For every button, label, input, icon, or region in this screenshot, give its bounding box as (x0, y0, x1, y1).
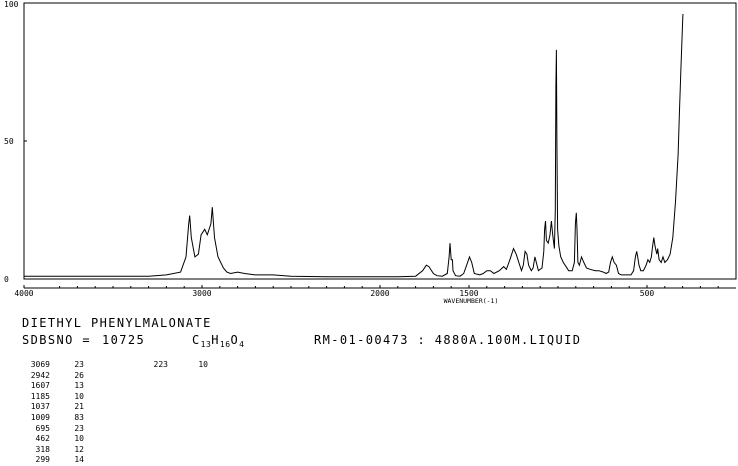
peak-transmittance: 10 (198, 360, 208, 369)
peak-wavenumber: 318 (35, 444, 50, 454)
peak-row: 695 23 (22, 424, 222, 435)
peak-wavenumber: 1185 (30, 391, 50, 401)
formula-c: C (192, 333, 201, 347)
peak-table: 3069 23 223 10 2942 26 1607 13 1185 10 1037 21 1009 8… (22, 360, 222, 466)
peak-transmittance: 10 (74, 434, 84, 444)
compound-name: DIETHYL PHENYLMALONATE (22, 316, 212, 330)
ir-spectrum-chart: 4000 3000 2000 1500 500 0 50 100 WAVENUMBER(-1) (4, 0, 737, 305)
peak-row: 3069 23 223 10 (22, 360, 222, 371)
plot-frame (23, 2, 737, 280)
formula-c-count: 13 (200, 340, 212, 349)
peak-wavenumber: 2942 (30, 370, 50, 380)
y-tick-label: 100 (4, 0, 19, 9)
x-tick-label: 500 (640, 289, 655, 298)
peak-row: 1607 13 (22, 381, 222, 392)
peak-row: 2942 26 (22, 371, 222, 382)
x-tick-label: 2000 (370, 289, 389, 298)
peak-transmittance: 10 (74, 391, 84, 401)
peak-wavenumber: 1607 (30, 381, 50, 391)
x-tick-label: 4000 (14, 289, 33, 298)
chart-axes (23, 2, 737, 289)
formula-h-count: 16 (219, 340, 231, 349)
peak-wavenumber: 695 (35, 423, 50, 433)
compound-info-line: SDBSNO = 10725 C13H16O4 RM-01-00473 : 48… (22, 333, 722, 349)
peak-row: 1009 83 (22, 413, 222, 424)
formula-h: H (211, 333, 220, 347)
peak-transmittance: 12 (74, 444, 84, 454)
x-tick-label: 1500 (459, 289, 478, 298)
peak-transmittance: 21 (74, 402, 84, 412)
peak-transmittance: 83 (74, 412, 84, 422)
peak-transmittance: 26 (74, 370, 84, 380)
peak-wavenumber: 1009 (30, 412, 50, 422)
chart-tick-labels: 4000 3000 2000 1500 500 0 50 100 (4, 0, 654, 298)
peak-row: 462 10 (22, 434, 222, 445)
sdbsno-label: SDBSNO = (22, 333, 91, 347)
peak-row: 318 12 (22, 445, 222, 456)
peak-transmittance: 13 (74, 381, 84, 391)
molecular-formula: C13H16O4 (192, 333, 244, 349)
sdbsno-value: 10725 (102, 333, 146, 347)
peak-wavenumber: 1037 (30, 402, 50, 412)
spectrum-line (24, 13, 684, 278)
y-tick-label: 50 (4, 137, 14, 146)
peak-transmittance: 23 (74, 423, 84, 433)
peak-wavenumber: 223 (153, 360, 168, 369)
chart-ticks (23, 2, 719, 288)
y-tick-label: 0 (4, 275, 9, 284)
chart-series (24, 13, 684, 278)
x-tick-label: 3000 (192, 289, 211, 298)
peak-wavenumber: 462 (35, 434, 50, 444)
x-axis-label: WAVENUMBER(-1) (444, 297, 499, 305)
peak-wavenumber: 3069 (30, 360, 50, 369)
peak-row: 1185 10 (22, 392, 222, 403)
peak-row: 1037 21 (22, 402, 222, 413)
formula-o-count: 4 (239, 340, 245, 349)
measurement-meta: RM-01-00473 : 4880A.100M.LIQUID (314, 333, 582, 347)
formula-o: O (230, 333, 240, 347)
peak-transmittance: 23 (74, 360, 84, 369)
